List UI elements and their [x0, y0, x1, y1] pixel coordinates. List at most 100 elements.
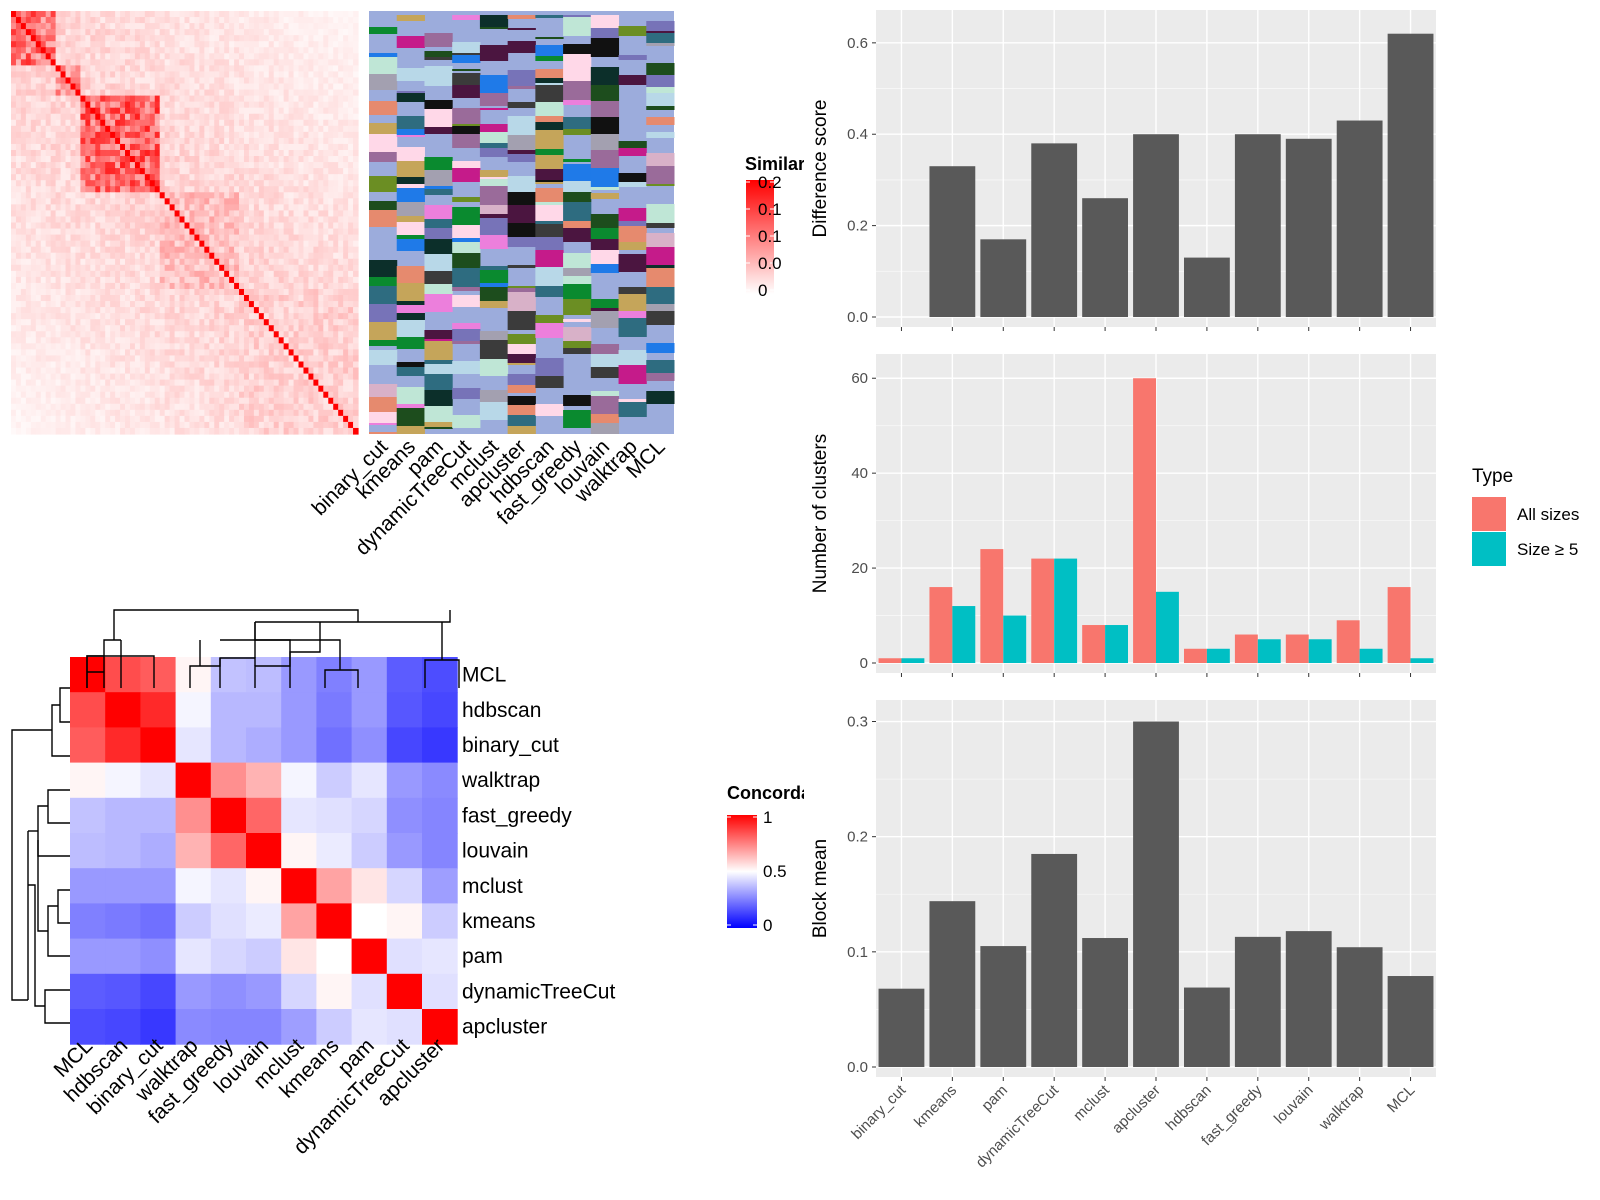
bar-mclust-series-0	[1082, 625, 1106, 663]
concordance-cell	[105, 1009, 141, 1045]
concordance-cell	[316, 868, 353, 904]
concordance-cell	[105, 868, 141, 904]
concordance-cell	[351, 833, 388, 869]
concordance-cell	[281, 797, 317, 834]
concordance-cell	[175, 762, 212, 799]
concordance-cell	[281, 833, 317, 869]
bar-MCL	[1387, 33, 1434, 317]
concordance-cell	[351, 727, 388, 764]
type-legend-key-0	[1472, 497, 1506, 531]
concordance-cell	[316, 973, 353, 1010]
concordance-cell	[140, 1009, 177, 1045]
concordance-legend-tick: 0.5	[763, 862, 787, 881]
concordance-cell	[105, 762, 141, 799]
concordance-cell	[422, 868, 458, 904]
concordance-cell	[281, 1009, 317, 1045]
y-tick-label: 0.0	[847, 309, 868, 326]
x-tick-label-MCL: MCL	[1384, 1082, 1418, 1116]
concordance-col-dendrogram	[86, 609, 460, 688]
concordance-cell	[351, 868, 388, 904]
concordance-cell	[246, 657, 282, 693]
y-axis-label: Difference score	[810, 100, 831, 238]
concordance-cell	[246, 692, 282, 728]
bar-pam-series-0	[980, 549, 1004, 663]
concordance-cell	[386, 1009, 423, 1045]
bar-fast_greedy	[1234, 134, 1281, 317]
y-tick-label: 0.0	[847, 1059, 868, 1076]
concordance-cell	[175, 727, 212, 764]
concordance-cell	[246, 938, 282, 975]
method-annotation-labels: binary_cutkmeanspamdynamicTreeCutmclusta…	[308, 435, 670, 560]
concordance-row-label-kmeans: kmeans	[462, 910, 536, 933]
concordance-row-label-apcluster: apcluster	[462, 1016, 547, 1039]
concordance-cell	[422, 903, 458, 940]
concordance-cell	[105, 903, 141, 940]
concordance-cell	[210, 903, 247, 940]
bar-mclust-series-1	[1105, 625, 1128, 663]
similarity-legend-tick: 0	[758, 281, 767, 300]
concordance-cell	[246, 973, 282, 1010]
y-tick-label: 40	[851, 465, 868, 482]
concordance-cell	[140, 657, 177, 693]
concordance-cell	[351, 903, 388, 940]
concordance-cell	[316, 938, 353, 975]
concordance-cell	[351, 1009, 388, 1045]
concordance-cell	[351, 657, 388, 693]
bar-walktrap	[1336, 947, 1383, 1067]
y-tick-label: 0.4	[847, 126, 868, 143]
concordance-cell	[281, 762, 317, 799]
concordance-cell	[175, 938, 212, 975]
concordance-cell	[422, 1009, 458, 1045]
bar-pam	[980, 239, 1027, 317]
concordance-cell	[316, 657, 353, 693]
concordance-cell	[316, 692, 353, 728]
concordance-colorbar	[727, 815, 757, 928]
type-legend-title: Type	[1472, 466, 1513, 487]
concordance-cell	[210, 868, 247, 904]
concordance-row-label-fast_greedy: fast_greedy	[462, 804, 572, 827]
bar-kmeans	[929, 166, 976, 317]
y-tick-label: 0.6	[847, 35, 868, 52]
concordance-cell	[140, 833, 177, 869]
concordance-cell	[175, 657, 212, 693]
bar-dynamicTreeCut-series-0	[1031, 558, 1055, 663]
concordance-cell	[351, 692, 388, 728]
concordance-cell	[105, 692, 141, 728]
bar-mclust	[1082, 938, 1128, 1067]
bar-pam-series-1	[1003, 615, 1027, 663]
concordance-cell	[281, 973, 317, 1010]
x-tick-label-hdbscan: hdbscan	[1163, 1082, 1215, 1134]
bar-dynamicTreeCut-series-1	[1054, 558, 1078, 663]
concordance-cell	[386, 833, 423, 869]
concordance-cell	[422, 727, 458, 764]
method-annotation-columns	[369, 11, 675, 434]
concordance-cell	[175, 797, 212, 834]
concordance-cell	[422, 762, 458, 799]
concordance-cell	[316, 903, 353, 940]
concordance-cell	[140, 797, 177, 834]
concordance-cell	[386, 797, 423, 834]
concordance-cell	[422, 973, 458, 1010]
concordance-cell	[175, 868, 212, 904]
similarity-colorbar	[746, 180, 774, 294]
bar-walktrap-series-0	[1336, 620, 1360, 663]
concordance-cell	[386, 762, 423, 799]
concordance-cell	[246, 762, 282, 799]
concordance-cell	[246, 903, 282, 940]
bar-louvain-series-0	[1285, 634, 1309, 663]
concordance-cell	[140, 868, 177, 904]
concordance-cell	[422, 692, 458, 728]
concordance-row-label-louvain: louvain	[462, 840, 529, 863]
concordance-cell	[386, 973, 423, 1010]
concordance-cell	[175, 973, 212, 1010]
concordance-cell	[386, 692, 423, 728]
concordance-cell	[210, 692, 247, 728]
bar-fast_greedy	[1234, 936, 1281, 1067]
concordance-cell	[422, 833, 458, 869]
concordance-cell	[70, 1009, 106, 1045]
x-tick-label-apcluster: apcluster	[1109, 1082, 1164, 1137]
concordance-row-label-dynamicTreeCut: dynamicTreeCut	[462, 980, 615, 1003]
concordance-cell	[386, 903, 423, 940]
concordance-row-label-mclust: mclust	[462, 875, 523, 898]
concordance-cell	[175, 903, 212, 940]
